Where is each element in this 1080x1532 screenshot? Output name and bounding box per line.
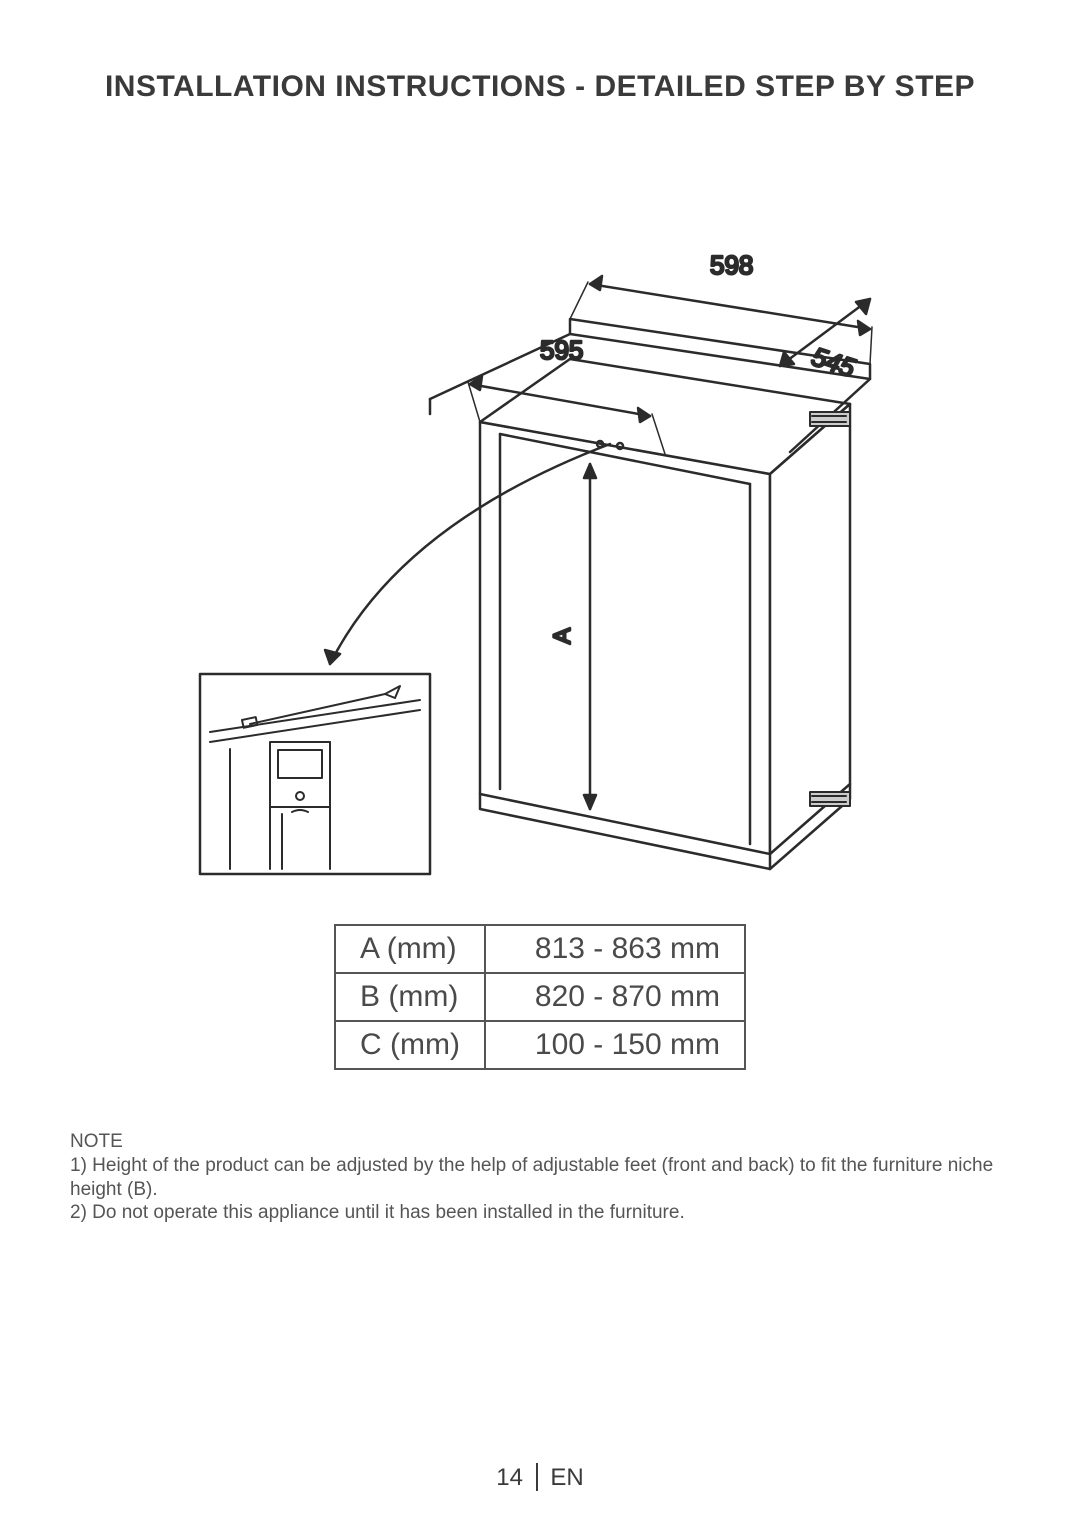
table-row: C (mm) 100 - 150 mm [335, 1021, 745, 1069]
page-number: 14 [496, 1464, 523, 1491]
page-title: INSTALLATION INSTRUCTIONS - DETAILED STE… [70, 70, 1010, 104]
dim-value: 820 - 870 mm [485, 973, 745, 1021]
notes-block: NOTE 1) Height of the product can be adj… [70, 1130, 1010, 1225]
dim-label: A (mm) [335, 925, 485, 973]
note-line: 1) Height of the product can be adjusted… [70, 1154, 1010, 1202]
lang-code: EN [550, 1464, 583, 1491]
page-footer: 14 EN [0, 1463, 1080, 1492]
installation-diagram: 598 595 545 [70, 164, 1010, 914]
notes-heading: NOTE [70, 1130, 1010, 1154]
dim-value: 813 - 863 mm [485, 925, 745, 973]
dim-label: C (mm) [335, 1021, 485, 1069]
table-row: B (mm) 820 - 870 mm [335, 973, 745, 1021]
dim-value: 100 - 150 mm [485, 1021, 745, 1069]
dimensions-table: A (mm) 813 - 863 mm B (mm) 820 - 870 mm … [334, 924, 746, 1070]
table-row: A (mm) 813 - 863 mm [335, 925, 745, 973]
dim-595-label: 595 [540, 335, 583, 365]
footer-divider [536, 1463, 538, 1491]
dim-598-label: 598 [710, 250, 753, 280]
note-line: 2) Do not operate this appliance until i… [70, 1201, 1010, 1225]
dim-label: B (mm) [335, 973, 485, 1021]
dim-A-label: A [549, 628, 576, 644]
